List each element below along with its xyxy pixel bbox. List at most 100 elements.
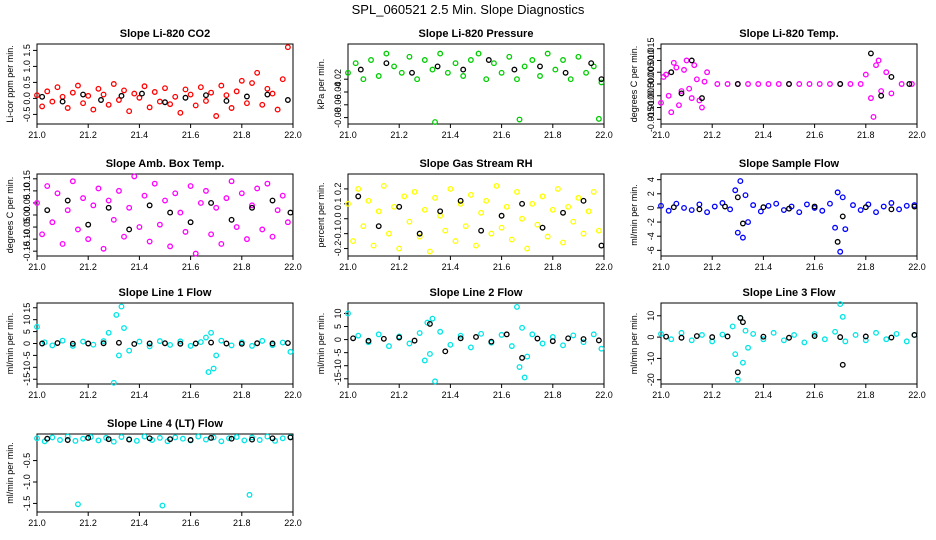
data-point <box>862 204 869 211</box>
data-point <box>406 53 413 60</box>
data-point <box>223 92 230 99</box>
data-point <box>121 325 127 331</box>
data-point <box>908 81 915 87</box>
data-point <box>126 436 133 443</box>
data-point <box>110 438 117 445</box>
data-point <box>192 102 199 109</box>
data-point <box>660 73 667 80</box>
data-point <box>549 338 556 345</box>
data-point <box>59 337 66 344</box>
chart-title: Slope Li-820 CO2 <box>120 28 210 40</box>
y-tick-label: -1.5 <box>22 496 32 512</box>
x-tick-label: 21.0 <box>652 390 670 400</box>
data-point <box>544 233 551 240</box>
data-point <box>213 352 220 359</box>
data-point <box>365 337 372 344</box>
data-point <box>210 434 217 441</box>
data-point <box>98 97 104 103</box>
y-tick-label: 0.010 <box>646 49 656 72</box>
data-point <box>259 226 266 233</box>
data-point <box>156 434 163 441</box>
data-point <box>552 66 559 73</box>
data-point <box>246 491 253 498</box>
data-point <box>59 98 66 105</box>
data-point <box>903 202 910 209</box>
y-axis-label: ml/min per min. <box>5 313 15 375</box>
y-axis-label: ml/min per min. <box>629 184 639 246</box>
data-point <box>750 330 757 337</box>
chart-title: Slope Gas Stream RH <box>419 158 532 170</box>
data-point <box>34 92 40 99</box>
data-point <box>54 190 61 197</box>
chart-panel-3: Slope Li-820 Temp. 21.0 21.2 21.4 21.6 21.8 22… <box>629 28 926 140</box>
data-point <box>442 348 449 355</box>
data-point <box>105 329 112 336</box>
data-point <box>819 207 826 214</box>
data-point <box>483 197 490 204</box>
data-point <box>203 334 209 341</box>
data-point <box>146 340 153 347</box>
data-point <box>259 101 266 108</box>
data-point <box>254 69 261 76</box>
data-point <box>167 436 174 443</box>
data-point <box>837 81 844 87</box>
data-point <box>432 119 438 126</box>
data-point <box>857 207 864 214</box>
data-point <box>182 94 189 101</box>
data-point <box>249 434 255 441</box>
data-point <box>570 218 577 225</box>
data-point <box>444 69 451 76</box>
data-point <box>432 378 438 385</box>
data-point <box>233 434 240 440</box>
data-point <box>837 301 844 308</box>
y-tick-label: 5 <box>22 329 32 334</box>
data-point <box>210 365 217 372</box>
data-point <box>739 234 746 241</box>
data-point <box>249 342 255 349</box>
data-point <box>678 90 685 97</box>
data-point <box>803 201 810 208</box>
data-point <box>350 238 357 245</box>
data-point <box>745 344 751 351</box>
data-point <box>475 50 482 57</box>
data-point <box>409 69 415 76</box>
data-point <box>668 69 675 76</box>
data-point <box>228 216 235 223</box>
data-point <box>598 79 605 86</box>
data-point <box>686 85 693 92</box>
data-point <box>279 435 286 442</box>
data-point <box>580 339 587 346</box>
data-point <box>773 200 780 207</box>
data-point <box>554 185 561 192</box>
data-point <box>39 231 46 238</box>
y-axis-label: degrees C per min. <box>629 46 639 123</box>
data-point <box>704 209 711 216</box>
data-point <box>732 187 739 194</box>
data-point <box>345 69 351 76</box>
data-point <box>565 335 572 342</box>
data-point <box>139 90 145 97</box>
data-point <box>693 76 700 83</box>
data-point <box>69 340 76 347</box>
data-point <box>256 437 263 443</box>
x-tick-label: 21.6 <box>806 390 824 400</box>
data-point <box>911 332 918 338</box>
data-point <box>187 437 194 443</box>
data-point <box>195 433 202 440</box>
data-point <box>663 333 670 340</box>
y-tick-label: -4 <box>646 232 656 240</box>
data-point <box>213 204 220 211</box>
data-point <box>85 434 92 441</box>
series-1 <box>34 173 291 257</box>
data-point <box>411 188 418 195</box>
data-point <box>44 183 51 190</box>
data-point <box>223 340 230 347</box>
data-point <box>719 331 726 338</box>
data-point <box>162 197 168 204</box>
data-point <box>665 207 672 214</box>
chart-panel-4: Slope Amb. Box Temp. 21.0 21.2 21.4 21.6 21.8… <box>5 158 302 272</box>
data-point <box>279 76 286 83</box>
y-tick-label: -10 <box>333 359 343 372</box>
data-point <box>141 83 148 90</box>
data-point <box>539 224 546 231</box>
